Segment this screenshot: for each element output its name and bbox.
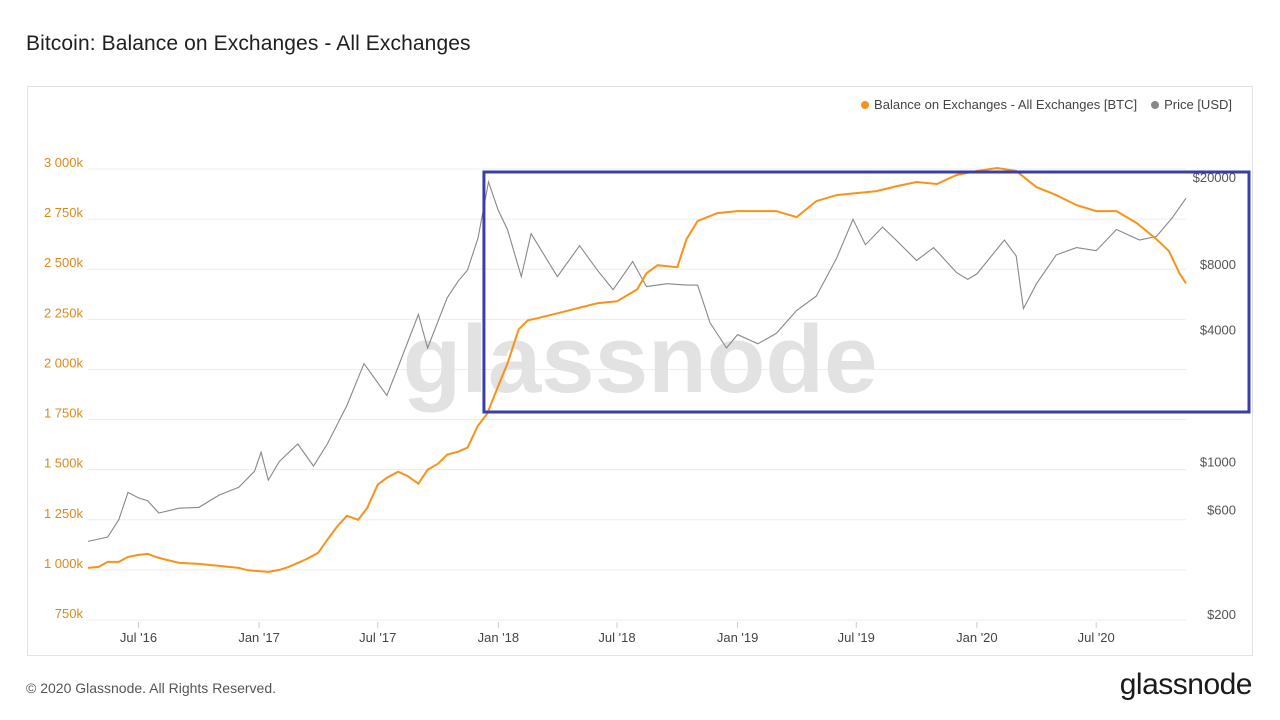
legend-dot-icon — [861, 100, 870, 109]
x-tick-label: Jul '20 — [1078, 630, 1115, 645]
left-tick-label: 2 250k — [44, 305, 84, 320]
left-tick-label: 2 000k — [44, 355, 84, 370]
left-tick-label: 1 500k — [44, 456, 84, 471]
left-tick-label: 1 000k — [44, 556, 84, 571]
x-tick-label: Jul '16 — [120, 630, 157, 645]
left-tick-label: 750k — [55, 606, 84, 621]
right-tick-label: $8000 — [1200, 257, 1236, 272]
legend-label: Price [USD] — [1164, 97, 1232, 112]
x-tick-label: Jul '19 — [838, 630, 875, 645]
chart-title: Bitcoin: Balance on Exchanges - All Exch… — [26, 32, 471, 55]
x-tick-label: Jul '18 — [598, 630, 635, 645]
right-tick-label: $200 — [1207, 607, 1236, 622]
balance-series-line — [87, 166, 1187, 573]
x-tick-label: Jan '19 — [717, 630, 759, 645]
right-tick-label: $1000 — [1200, 454, 1236, 469]
highlight-box — [482, 170, 1251, 414]
right-tick-label: $600 — [1207, 503, 1236, 518]
brand-logo[interactable]: glassnode — [1119, 668, 1253, 701]
legend-item-price[interactable]: Price [USD] — [1151, 97, 1232, 112]
legend-item-balance[interactable]: Balance on Exchanges - All Exchanges [BT… — [861, 97, 1137, 112]
watermark-text: glassnode — [403, 306, 878, 413]
right-tick-label: $20000 — [1193, 170, 1236, 185]
copyright-text: © 2020 Glassnode. All Rights Reserved. — [26, 680, 277, 696]
left-tick-label: 1 750k — [44, 406, 84, 421]
x-tick-label: Jul '17 — [359, 630, 396, 645]
right-axis: $200 $600 $1000 $4000 $8000 $20000 — [1193, 170, 1236, 622]
chart-panel — [27, 86, 1253, 656]
left-tick-label: 3 000k — [44, 155, 84, 170]
legend-dot-icon — [1151, 100, 1160, 109]
price-series-line — [87, 179, 1187, 542]
x-tick-label: Jan '18 — [478, 630, 520, 645]
x-axis: Jul '16 Jan '17 Jul '17 Jan '18 Jul '18 Jan '… — [120, 622, 1115, 645]
x-tick-label: Jan '17 — [238, 630, 280, 645]
legend-label: Balance on Exchanges - All Exchanges [BT… — [874, 97, 1138, 112]
left-axis: 750k 1 000k 1 250k 1 500k 1 750k 2 000k 2 250k… — [44, 155, 84, 621]
chart-legend: Balance on Exchanges - All Exchanges [BT… — [861, 97, 1232, 112]
left-tick-label: 2 750k — [44, 205, 84, 220]
right-tick-label: $4000 — [1200, 323, 1236, 338]
left-tick-label: 2 500k — [44, 255, 84, 270]
x-tick-label: Jan '20 — [956, 630, 998, 645]
left-tick-label: 1 250k — [44, 506, 84, 521]
